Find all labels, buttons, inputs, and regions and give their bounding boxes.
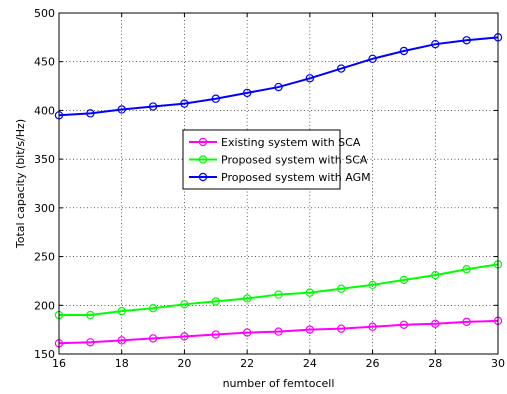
data-point — [242, 88, 252, 98]
data-point — [86, 109, 95, 118]
data-point — [180, 332, 189, 341]
series-layer — [54, 33, 503, 348]
x-tick-label: 26 — [366, 357, 380, 370]
data-point — [274, 327, 283, 336]
y-axis-title: Total capacity (bit/s/Hz) — [14, 119, 27, 249]
data-point — [211, 330, 220, 339]
plot-border — [58, 12, 499, 355]
y-tick-label: 500 — [34, 7, 55, 20]
legend-label: Proposed system with SCA — [221, 154, 368, 167]
data-point — [180, 99, 189, 108]
data-point — [86, 310, 95, 320]
series-1 — [54, 316, 503, 348]
data-point — [462, 317, 471, 327]
ticks: 16 18 20 22 24 26 28 30 150 200 250 300 350 400 450 500 — [34, 7, 505, 370]
data-point — [211, 297, 220, 306]
legend-label: Existing system with SCA — [221, 136, 361, 149]
series-line — [58, 36, 499, 117]
data-point — [337, 324, 346, 333]
y-tick-label: 450 — [34, 56, 55, 69]
series-3 — [54, 33, 503, 120]
data-point — [462, 265, 471, 274]
data-point — [274, 82, 283, 92]
data-point — [148, 304, 158, 313]
data-point — [399, 275, 409, 285]
data-point — [86, 338, 95, 347]
data-point — [337, 284, 346, 293]
data-point — [305, 288, 315, 297]
data-point — [399, 46, 409, 56]
legend-item: Proposed system with SCA — [189, 154, 368, 167]
data-point — [117, 336, 126, 345]
data-point — [148, 334, 158, 343]
data-point — [180, 300, 189, 309]
data-point — [305, 325, 315, 334]
data-point — [368, 322, 377, 331]
legend-label: Proposed system with AGM — [221, 171, 371, 184]
legend-item: Existing system with SCA — [189, 136, 361, 149]
y-tick-label: 200 — [34, 299, 55, 312]
data-point — [431, 319, 440, 328]
data-point — [117, 105, 126, 114]
y-tick-label: 350 — [34, 153, 55, 166]
data-point — [431, 39, 440, 49]
x-axis-title: number of femtocell — [223, 377, 335, 390]
legend-swatch-marker — [198, 172, 208, 182]
data-point — [368, 54, 377, 63]
series-line — [58, 319, 499, 345]
x-tick-label: 30 — [491, 357, 505, 370]
series-line — [59, 263, 499, 317]
data-point — [368, 280, 377, 290]
x-tick-label: 22 — [240, 357, 254, 370]
data-point — [337, 64, 346, 73]
y-tick-label: 400 — [34, 104, 55, 117]
x-tick-label: 28 — [428, 357, 442, 370]
data-point — [399, 320, 409, 329]
data-point — [117, 306, 126, 316]
series-2 — [54, 260, 503, 320]
data-point — [148, 102, 158, 111]
legend-item: Proposed system with AGM — [189, 171, 371, 184]
data-point — [274, 290, 283, 299]
data-point — [305, 74, 315, 83]
y-tick-label: 150 — [34, 348, 55, 361]
legend-swatch-marker — [198, 155, 208, 164]
x-tick-label: 20 — [177, 357, 191, 370]
data-point — [462, 36, 471, 45]
data-point — [242, 328, 252, 337]
x-tick-label: 18 — [115, 357, 129, 370]
data-point — [431, 270, 440, 280]
data-point — [211, 94, 220, 103]
x-tick-label: 24 — [303, 357, 317, 370]
x-tick-label: 16 — [52, 357, 66, 370]
data-point — [242, 294, 252, 303]
legend: Existing system with SCA Proposed system … — [182, 129, 371, 190]
y-tick-label: 250 — [34, 251, 55, 264]
legend-swatch-marker — [198, 137, 208, 147]
grid — [59, 13, 498, 354]
y-tick-label: 300 — [34, 202, 55, 215]
